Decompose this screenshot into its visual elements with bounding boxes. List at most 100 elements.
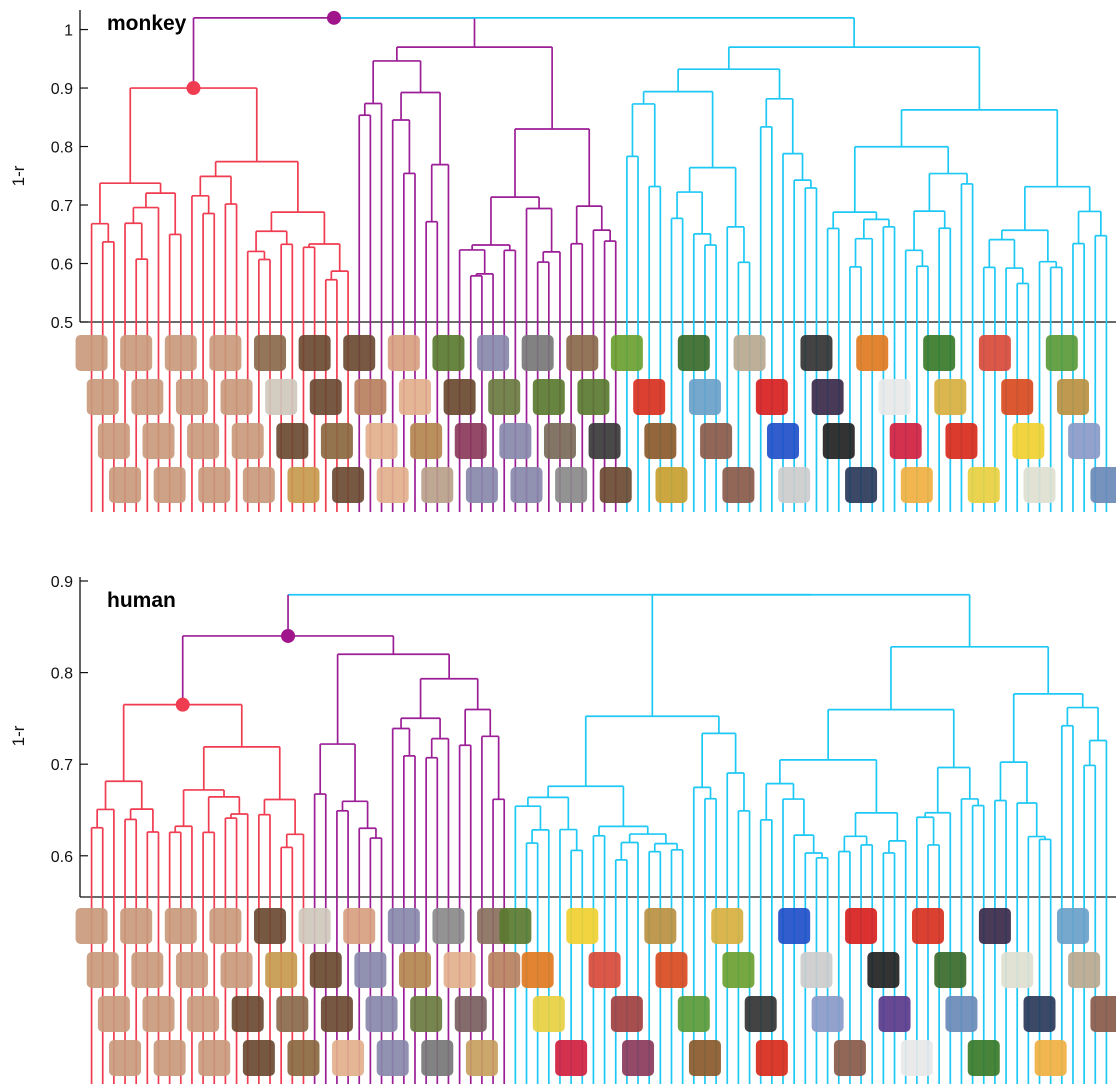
animate-cluster-node-marker [327, 10, 342, 25]
y-tick-label: 0.6 [51, 849, 73, 866]
monkey-stimulus-image [309, 379, 342, 415]
face-stimulus-image [209, 335, 242, 371]
face-stimulus-image [187, 996, 220, 1032]
y-tick-label: 0.5 [51, 315, 73, 332]
hedgehog-stimulus-image [309, 952, 342, 988]
monkey-stimulus-thumbnails [75, 335, 1116, 503]
hedgehog-stimulus-image [443, 379, 476, 415]
lettuce-stimulus-image [677, 996, 710, 1032]
dog-stimulus-image [320, 423, 353, 459]
carrot-stimulus-image [521, 952, 554, 988]
monkey-y-axis: 0.5 0.6 0.7 0.8 0.9 1 1-r [9, 10, 88, 332]
face-stimulus-image [109, 467, 142, 503]
face-stimulus-image [153, 1040, 186, 1076]
face-stimulus-image [175, 379, 208, 415]
face-cluster-node-marker [175, 697, 190, 712]
cassette-stimulus-image [778, 467, 811, 503]
y-tick-label: 0.9 [51, 574, 73, 591]
face-stimulus-image [131, 379, 164, 415]
bottle-stimulus-image [1034, 1040, 1067, 1076]
human-stimulus-image [465, 467, 498, 503]
phone-stimulus-image [845, 467, 878, 503]
flag-stimulus-image [900, 1040, 933, 1076]
y-tick-label: 0.8 [51, 666, 73, 683]
roundabout-stimulus-image [778, 908, 811, 944]
horse-stimulus-image [543, 423, 576, 459]
pear-stimulus-image [532, 996, 565, 1032]
monkey-stimulus-image [599, 467, 632, 503]
dog-stimulus-image [287, 1040, 320, 1076]
monkey-y-axis-label: 1-r [9, 165, 28, 186]
grapes-stimulus-image [622, 1040, 655, 1076]
arch-stimulus-image [1068, 952, 1101, 988]
hand-stimulus-image [443, 952, 476, 988]
sign-stimulus-image [845, 908, 878, 944]
snake-stimulus-image [577, 379, 610, 415]
eye-stimulus-image [488, 952, 521, 988]
human-dendrogram-panel: 0.6 0.7 0.8 0.9 1-r human [9, 574, 1116, 1084]
apple-stimulus-image [978, 335, 1011, 371]
human-stimulus-image [376, 1040, 409, 1076]
monkey-marked-nodes [186, 10, 342, 96]
cucumber-stimulus-image [923, 335, 956, 371]
banana-stimulus-image [566, 908, 599, 944]
potato-stimulus-image [711, 908, 744, 944]
hand-stimulus-image [332, 1040, 365, 1076]
sign-stimulus-image [755, 379, 788, 415]
leaf-stimulus-image [1001, 379, 1034, 415]
dome-stimulus-image [1090, 467, 1116, 503]
fish-stimulus-image [454, 996, 487, 1032]
face-stimulus-image [75, 908, 108, 944]
face-stimulus-image [142, 423, 175, 459]
pinecone-stimulus-image [644, 423, 677, 459]
roundabout-stimulus-image [767, 423, 800, 459]
rabbit-stimulus-image [421, 467, 454, 503]
elephant-stimulus-image [555, 467, 588, 503]
tree-stimulus-image [677, 335, 710, 371]
cow-stimulus-image [566, 335, 599, 371]
church-stimulus-image [811, 996, 844, 1032]
banana-stimulus-image [1012, 423, 1045, 459]
human-stimulus-image [499, 423, 532, 459]
face-stimulus-image [75, 335, 108, 371]
human-stimulus-thumbnails [75, 908, 1116, 1076]
snake-stimulus-image [532, 379, 565, 415]
monkey-y-ticks: 0.5 0.6 0.7 0.8 0.9 1 [51, 23, 88, 332]
face-stimulus-image [153, 467, 186, 503]
pepper-stimulus-image [945, 423, 978, 459]
human-y-axis-label: 1-r [9, 725, 28, 746]
pear-stimulus-image [967, 467, 1000, 503]
grapes-stimulus-image [454, 423, 487, 459]
lake-stimulus-image [688, 379, 721, 415]
radish-stimulus-image [889, 423, 922, 459]
face-stimulus-image [120, 335, 153, 371]
lettuce-stimulus-image [1045, 335, 1078, 371]
cucumber-stimulus-image [967, 1040, 1000, 1076]
monkey-stimulus-image [332, 467, 365, 503]
bottle-stimulus-image [900, 467, 933, 503]
bulb-stimulus-image [1023, 467, 1056, 503]
pepper-stimulus-image [755, 1040, 788, 1076]
monkey-dendrogram-tree [91, 16, 1107, 285]
y-tick-label: 0.7 [51, 757, 73, 774]
cow-stimulus-image [254, 335, 287, 371]
monkey-stimulus-image [276, 423, 309, 459]
face-stimulus-image [120, 908, 153, 944]
cassette-stimulus-image [800, 952, 833, 988]
human-stimulus-image [387, 908, 420, 944]
face-stimulus-image [220, 379, 253, 415]
face-stimulus-image [86, 952, 119, 988]
snake-stimulus-image [499, 908, 532, 944]
monkey-stimulus-image [242, 1040, 275, 1076]
monkey-stimulus-image [343, 335, 376, 371]
human-stimulus-image [354, 952, 387, 988]
face-stimulus-image [164, 908, 197, 944]
tomato-stimulus-image [911, 908, 944, 944]
face-stimulus-image [231, 423, 264, 459]
pineapple-stimulus-image [655, 467, 688, 503]
y-tick-label: 0.6 [51, 257, 73, 274]
tree-stimulus-image [934, 952, 967, 988]
pinecone-stimulus-image [688, 1040, 721, 1076]
monkey-stimulus-image [298, 335, 331, 371]
